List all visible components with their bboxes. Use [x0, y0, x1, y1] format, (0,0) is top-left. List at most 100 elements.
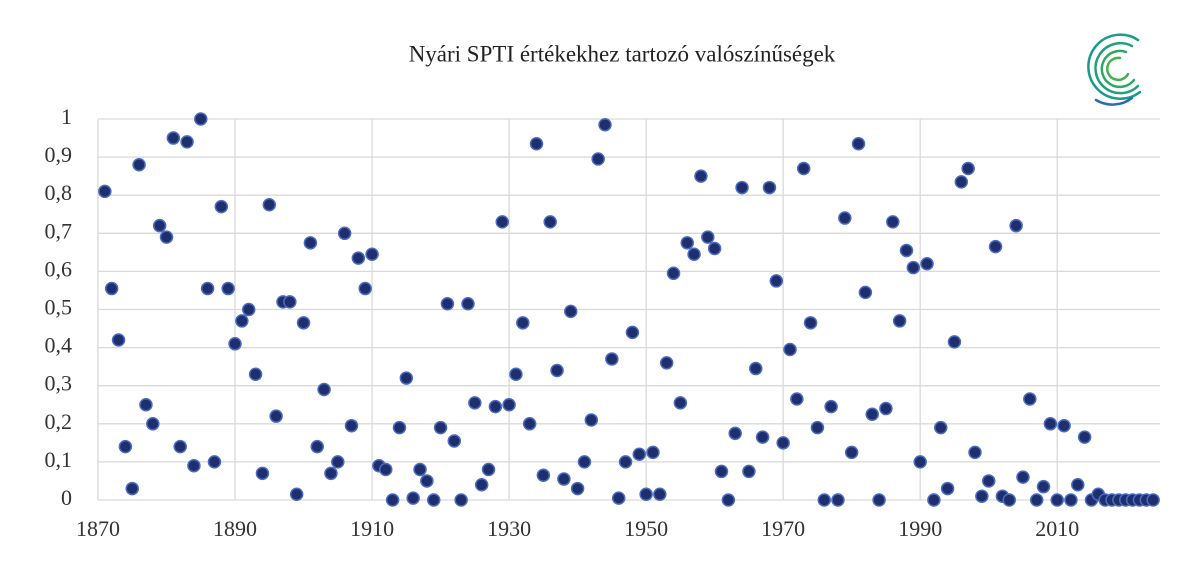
y-tick-label: 0,5: [45, 295, 73, 320]
point: [605, 352, 619, 366]
point: [1029, 493, 1044, 507]
point: [488, 399, 503, 414]
point: [933, 420, 948, 435]
x-tick-label: 1990: [898, 516, 942, 541]
point: [413, 462, 427, 477]
point: [139, 398, 153, 412]
point: [988, 239, 1003, 254]
point: [358, 281, 372, 296]
point: [646, 445, 660, 460]
point: [214, 199, 229, 214]
point: [166, 131, 181, 145]
point: [262, 197, 277, 212]
point: [426, 493, 441, 507]
point: [152, 218, 167, 233]
point: [940, 481, 955, 496]
point: [851, 137, 866, 151]
x-tick-label: 1870: [76, 516, 120, 541]
point: [961, 161, 975, 176]
point: [570, 481, 585, 496]
point: [289, 487, 304, 502]
point: [591, 152, 605, 166]
point: [365, 247, 379, 262]
point: [111, 333, 126, 347]
point: [303, 236, 318, 250]
point: [125, 481, 140, 496]
point: [858, 285, 873, 300]
point: [543, 215, 557, 229]
plot-area: 0 0,1 0,2 0,3 0,4 0,5 0,6 0,7 0,8 0,9 1 1870 1890 191…: [45, 104, 1160, 541]
point: [886, 215, 900, 229]
y-tick-label: 0,2: [45, 409, 73, 434]
x-tick-label: 1930: [487, 516, 531, 541]
point: [1036, 479, 1051, 494]
point: [392, 420, 407, 435]
point: [1064, 493, 1078, 507]
point: [509, 367, 523, 382]
point: [557, 472, 571, 486]
point: [707, 241, 722, 256]
y-tick-label: 0,6: [45, 256, 73, 281]
point: [680, 236, 694, 250]
point: [892, 314, 907, 328]
point: [659, 356, 674, 370]
y-tick-label: 0,4: [45, 333, 73, 358]
point: [331, 455, 345, 469]
point: [536, 468, 551, 482]
y-tick-label: 0,3: [45, 371, 73, 396]
point: [98, 184, 112, 199]
point: [803, 316, 818, 330]
y-tick-label: 0,9: [45, 142, 73, 167]
point: [790, 392, 804, 406]
point: [207, 455, 222, 469]
point: [564, 304, 578, 319]
point: [248, 367, 263, 382]
point: [968, 445, 982, 460]
point: [817, 493, 832, 507]
y-tick-label: 0,1: [45, 447, 73, 472]
point: [324, 466, 338, 481]
point: [1043, 417, 1058, 431]
point: [611, 491, 626, 505]
point: [981, 474, 996, 488]
point: [433, 420, 448, 435]
point: [618, 455, 633, 469]
y-tick-label: 0,7: [45, 218, 73, 243]
point: [516, 316, 530, 330]
point: [1057, 418, 1071, 433]
point: [783, 342, 797, 357]
point: [639, 487, 653, 502]
point: [118, 439, 133, 454]
point: [749, 361, 763, 376]
x-tick-label: 1890: [213, 516, 257, 541]
point: [454, 493, 468, 507]
point: [913, 455, 927, 469]
point: [447, 434, 462, 448]
point: [1071, 478, 1085, 492]
point: [399, 371, 414, 385]
point: [728, 426, 742, 441]
point: [468, 396, 482, 410]
point: [495, 215, 509, 229]
point: [235, 314, 249, 328]
point: [1146, 493, 1160, 507]
point: [838, 211, 852, 225]
point: [379, 462, 393, 477]
point: [776, 436, 790, 450]
point: [769, 274, 784, 288]
point: [865, 407, 879, 422]
x-tick-label: 1910: [350, 516, 394, 541]
point: [954, 175, 969, 189]
point: [899, 243, 914, 258]
point: [461, 297, 475, 311]
point: [440, 297, 455, 311]
point: [194, 112, 208, 126]
point: [385, 493, 400, 507]
point: [755, 430, 770, 444]
point: [844, 445, 859, 460]
point: [406, 491, 420, 505]
point: [283, 295, 297, 309]
point: [975, 489, 989, 503]
point: [269, 409, 283, 423]
